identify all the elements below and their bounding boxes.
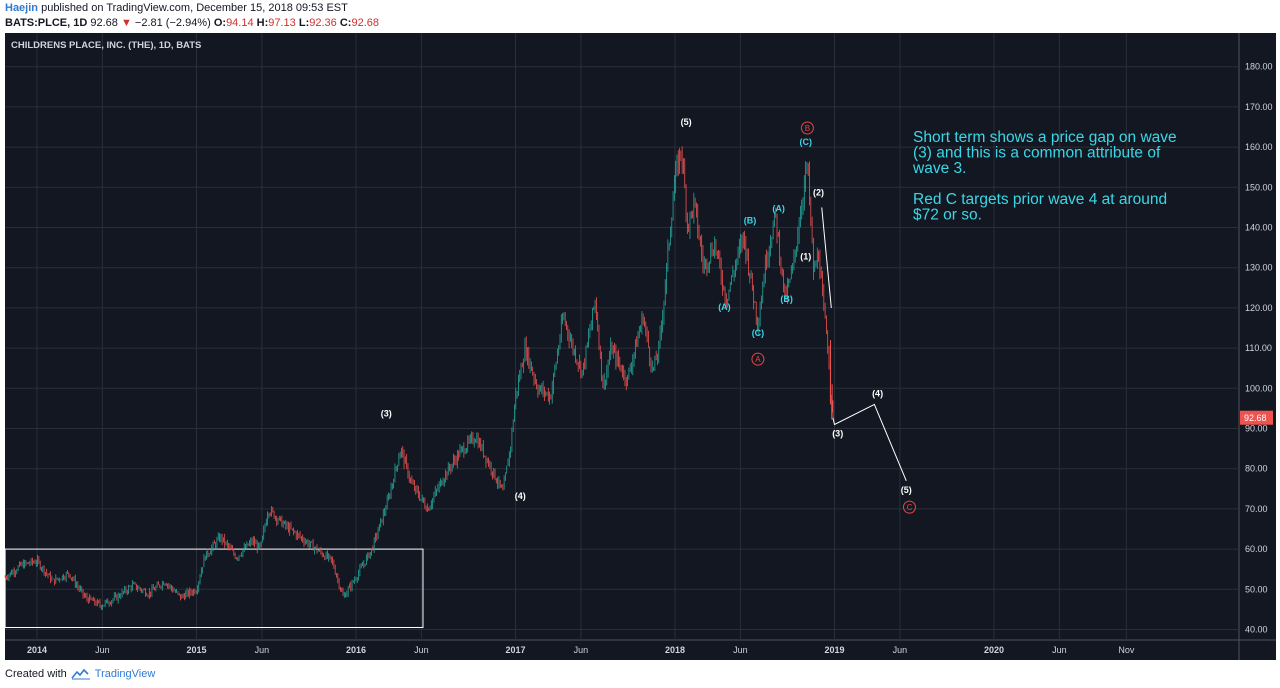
price-tick-label: 110.00 [1245,343,1272,353]
close-label: C: [339,17,352,29]
note-text-line: (3) and this is a common attribute of [913,145,1161,162]
time-tick-label: 2016 [346,645,366,655]
last-price: 92.68 [90,17,118,29]
note-text-line: Short term shows a price gap on wave [913,129,1177,146]
price-tick-label: 50.00 [1245,584,1268,594]
time-tick-label: 2018 [665,645,685,655]
wave-label: (3) [381,408,392,418]
tradingview-brand[interactable]: TradingView [94,668,156,680]
symbol-label: BATS:PLCE, 1D [5,17,88,29]
wave-label: (5) [681,117,692,127]
open-value: 94.14 [226,17,254,29]
time-tick-label: 2019 [824,645,844,655]
time-tick-label: Jun [255,645,270,655]
low-label: L: [298,17,310,29]
wave-label: (1) [800,252,811,262]
wave-label: (A) [718,302,731,312]
change-value: −2.81 (−2.94%) [134,17,211,29]
wave-label: (B) [780,294,793,304]
wave-label: (A) [772,203,785,213]
author-name[interactable]: Haejin [5,2,39,14]
time-tick-label: Jun [893,645,908,655]
projection-line [832,403,907,481]
circled-wave-marker [751,352,765,366]
circled-wave-label: B [805,124,810,133]
note-text-line: $72 or so. [913,207,982,224]
circled-wave-label: C [907,503,913,512]
circled-wave-marker [902,500,916,514]
ohlc-info: BATS:PLCE, 1D 92.68 ▼ −2.81 (−2.94%) O:9… [5,17,379,29]
time-tick-label: 2015 [186,645,206,655]
high-value: 97.13 [268,17,296,29]
price-chart[interactable]: 40.00 50.00 60.00 70.00 80.00 90.00 100.00 110.… [0,31,1280,662]
price-axis-bg [1239,33,1276,640]
tradingview-logo-icon [71,668,90,680]
time-tick-label: Jun [414,645,429,655]
footer: Created with TradingView [5,668,155,680]
note-text-line: Red C targets prior wave 4 at around [913,191,1167,208]
wave-label: (C) [800,137,813,147]
price-tick-label: 90.00 [1245,424,1268,434]
price-tick-label: 120.00 [1245,303,1273,313]
price-tick-label: 70.00 [1245,504,1268,514]
open-label: O: [213,17,227,29]
last-price-tag [1240,410,1273,425]
price-tick-label: 160.00 [1245,142,1273,152]
wave-2-line [821,207,832,308]
price-tick-label: 150.00 [1245,182,1273,192]
circled-wave-label: A [755,355,761,364]
wave-label: (2) [813,187,824,197]
time-tick-label: 2020 [984,645,1004,655]
time-tick-label: Jun [574,645,589,655]
price-tick-label: 100.00 [1245,383,1273,393]
note-text-line: wave 3. [912,160,966,177]
price-tick-label: 140.00 [1245,223,1273,233]
wave-label: (5) [901,485,912,495]
created-with-text: Created with [5,668,67,680]
last-price-label: 92.68 [1244,413,1267,423]
publish-info: Haejin published on TradingView.com, Dec… [5,2,348,14]
price-tick-label: 40.00 [1245,625,1268,635]
low-value: 92.36 [309,17,337,29]
down-arrow-icon: ▼ [120,17,132,29]
time-tick-label: 2017 [505,645,525,655]
price-tick-label: 80.00 [1245,464,1268,474]
wave-label: (4) [515,491,526,501]
plot-area [5,33,1239,640]
time-tick-label: Nov [1118,645,1135,655]
published-text: published on TradingView.com, December 1… [41,2,348,14]
time-tick-label: Jun [733,645,748,655]
circled-wave-marker [800,121,814,135]
time-tick-label: Jun [95,645,110,655]
time-axis-bg [5,640,1276,660]
close-value: 92.68 [351,17,379,29]
high-label: H: [256,17,269,29]
price-tick-label: 130.00 [1245,263,1273,273]
wave-label: (B) [744,215,757,225]
price-tick-label: 60.00 [1245,544,1268,554]
wave-label: (4) [872,388,883,398]
range-box [4,548,424,628]
price-tick-label: 170.00 [1245,102,1273,112]
price-tick-label: 180.00 [1245,62,1273,72]
chart-title: CHILDRENS PLACE, INC. (THE), 1D, BATS [11,40,201,51]
wave-label: (3) [832,429,843,439]
wave-label: (C) [752,328,765,338]
time-tick-label: Jun [1052,645,1067,655]
time-tick-label: 2014 [27,645,47,655]
